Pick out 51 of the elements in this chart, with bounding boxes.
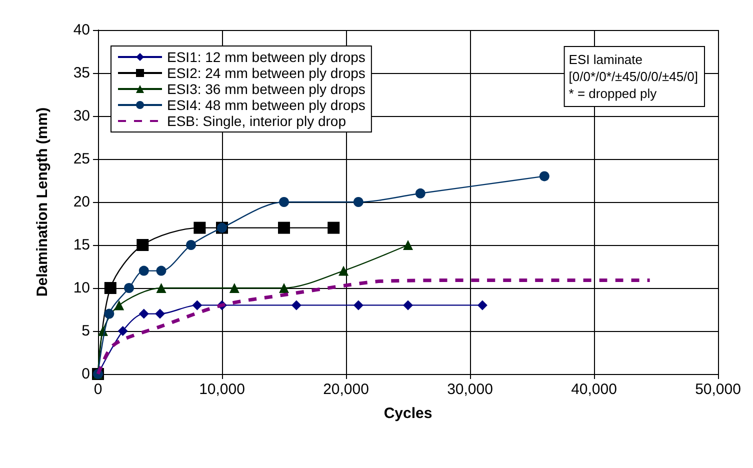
point — [415, 188, 426, 198]
x-tick-label: 30,000 — [447, 381, 493, 398]
y-axis-title: Delamination Length (mm) — [34, 107, 51, 297]
point — [155, 308, 165, 319]
point — [156, 283, 166, 293]
point — [279, 283, 289, 293]
point — [403, 300, 413, 310]
y-tick-label: 10 — [73, 280, 90, 296]
legend-label: ESI2: 24 mm between ply drops — [167, 65, 366, 81]
y-tick-label: 40 — [73, 22, 90, 38]
legend-label: ESB: Single, interior ply drop — [167, 113, 346, 129]
y-tick-label: 5 — [82, 322, 90, 340]
point — [124, 283, 134, 293]
x-tick-label: 20,000 — [323, 381, 369, 398]
point — [104, 282, 116, 294]
point — [338, 266, 349, 276]
legend-label: ESI4: 48 mm between ply drops — [167, 97, 366, 113]
legend-label: ESI3: 36 mm between ply drops — [167, 81, 366, 97]
x-tick-label: 40,000 — [571, 381, 617, 398]
y-tick-label: 25 — [73, 150, 90, 168]
point — [477, 300, 488, 310]
point — [186, 240, 196, 250]
y-tick-label: 0 — [82, 366, 90, 382]
point — [192, 300, 202, 310]
point — [136, 239, 149, 251]
point — [353, 300, 364, 310]
point — [229, 283, 240, 293]
y-tick-label: 15 — [73, 236, 90, 254]
y-tick-label: 30 — [73, 108, 90, 124]
x-tick-label: 10,000 — [199, 381, 245, 398]
point — [194, 222, 206, 234]
point — [353, 197, 364, 207]
point — [138, 308, 149, 319]
point — [278, 222, 290, 234]
x-tick-label: 50,000 — [695, 381, 741, 398]
point — [279, 197, 289, 207]
point — [403, 240, 413, 250]
point — [291, 300, 302, 310]
point — [104, 308, 114, 319]
legend-label: ESI1: 12 mm between ply drops — [167, 49, 366, 65]
x-tick-label: 0 — [94, 381, 102, 398]
annotation: ESI laminate [0/0*/0*/±45/0/0/±45/0] * = dropped ply — [568, 52, 698, 101]
point — [138, 266, 149, 276]
y-tick-label: 35 — [73, 64, 90, 82]
point — [539, 171, 550, 182]
point — [328, 222, 340, 234]
point — [156, 266, 166, 276]
point — [118, 326, 128, 336]
x-axis-title: Cycles — [384, 405, 432, 422]
point — [114, 300, 124, 310]
y-tick-label: 20 — [73, 194, 90, 210]
